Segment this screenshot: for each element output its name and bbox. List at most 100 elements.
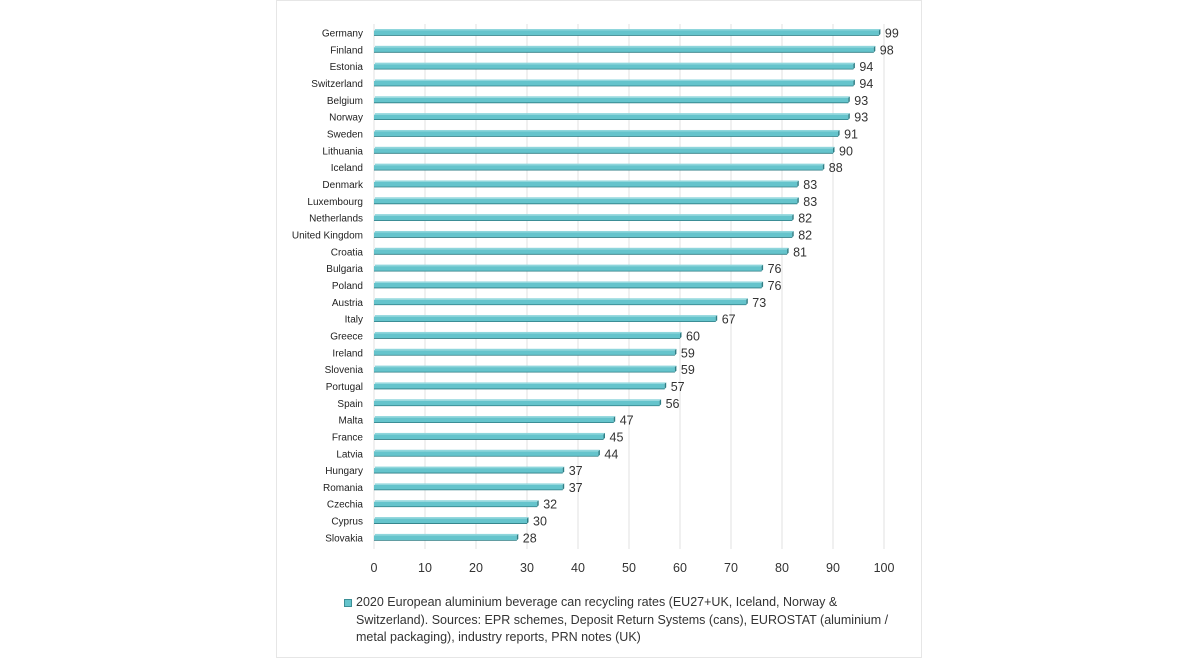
category-label: Finland [330, 45, 363, 56]
value-label: 81 [793, 245, 807, 259]
category-label: Germany [322, 29, 363, 40]
value-label: 99 [885, 27, 899, 41]
value-label: 73 [752, 296, 766, 310]
category-label: Slovakia [325, 533, 363, 544]
bar-end-face [833, 146, 835, 154]
bar-end-face [822, 163, 825, 171]
bar-top-face [375, 230, 794, 233]
value-label: 59 [681, 363, 695, 377]
category-label: United Kingdom [292, 230, 363, 241]
bar-top-face [375, 432, 605, 435]
bar-end-face [853, 62, 855, 70]
bar-top-face [375, 29, 880, 31]
bar-end-face [792, 214, 794, 221]
value-label: 93 [854, 111, 868, 125]
x-tick-label: 70 [724, 561, 738, 575]
value-label: 47 [620, 414, 634, 428]
bar-end-face [878, 29, 881, 36]
category-label: Lithuania [322, 146, 363, 157]
value-label: 91 [844, 127, 858, 141]
bar-end-face [787, 247, 789, 255]
bar [374, 383, 665, 389]
value-label: 37 [569, 481, 583, 495]
category-label: Hungary [325, 466, 363, 477]
category-label: Austria [332, 298, 364, 309]
bar [374, 367, 675, 373]
value-label: 82 [798, 228, 812, 242]
value-label: 94 [859, 60, 873, 74]
bar [374, 215, 793, 221]
bar-top-face [375, 129, 840, 132]
x-tick-label: 50 [622, 561, 636, 575]
bar-end-face [659, 399, 662, 406]
bar [374, 484, 563, 490]
bar-top-face [375, 416, 615, 418]
category-label: Italy [345, 315, 363, 326]
bar-end-face [746, 298, 748, 305]
category-label: Greece [330, 331, 363, 342]
bar-top-face [375, 348, 676, 351]
bar-end-face [838, 129, 840, 137]
bar [374, 299, 747, 305]
bar-end-face [527, 517, 529, 524]
value-label: 60 [686, 329, 700, 343]
bar-top-face [375, 79, 855, 81]
bar-end-face [664, 382, 667, 389]
category-label: Sweden [327, 129, 363, 140]
category-label: Latvia [336, 449, 363, 460]
bar [374, 30, 879, 36]
bar [374, 535, 517, 541]
x-tick-label: 0 [371, 561, 378, 575]
bar [374, 47, 874, 53]
value-label: 98 [880, 43, 894, 57]
x-tick-label: 30 [520, 561, 534, 575]
bar [374, 434, 604, 440]
category-label: Belgium [327, 96, 363, 107]
bar [374, 501, 538, 507]
bar-top-face [375, 62, 855, 65]
bar-top-face [375, 382, 666, 384]
bar [374, 97, 849, 103]
x-tick-label: 40 [571, 561, 585, 575]
bar-end-face [674, 348, 677, 356]
bar [374, 451, 599, 457]
value-label: 90 [839, 144, 853, 158]
legend-swatch [344, 599, 352, 607]
x-tick-label: 90 [826, 561, 840, 575]
category-label: Croatia [331, 247, 364, 258]
bar [374, 316, 716, 322]
bar-end-face [848, 96, 850, 103]
bar-top-face [375, 264, 763, 267]
category-label: Luxembourg [307, 197, 363, 208]
category-label: France [332, 432, 364, 443]
bar-end-face [761, 281, 764, 288]
bar [374, 518, 527, 524]
bar-top-face [375, 163, 824, 166]
bar-top-face [375, 365, 676, 368]
value-label: 67 [722, 313, 736, 327]
value-label: 83 [803, 195, 817, 209]
bar-end-face [761, 264, 764, 272]
value-label: 93 [854, 94, 868, 108]
bar [374, 266, 762, 272]
value-label: 82 [798, 212, 812, 226]
category-label: Bulgaria [326, 264, 363, 275]
bar-top-face [375, 96, 850, 98]
bar-top-face [375, 180, 799, 182]
category-label: Romania [323, 483, 363, 494]
bar-end-face [598, 449, 600, 457]
bar-end-face [516, 533, 519, 541]
bar-top-face [375, 331, 681, 334]
bar [374, 114, 849, 120]
category-label: Malta [339, 416, 364, 427]
category-label: Estonia [330, 62, 364, 73]
category-label: Denmark [322, 180, 364, 191]
value-label: 88 [829, 161, 843, 175]
bar [374, 64, 854, 70]
value-label: 76 [768, 279, 782, 293]
bar-top-face [375, 45, 875, 48]
bar-top-face [375, 247, 789, 250]
x-tick-label: 80 [775, 561, 789, 575]
bar [374, 417, 614, 423]
bar [374, 282, 762, 288]
